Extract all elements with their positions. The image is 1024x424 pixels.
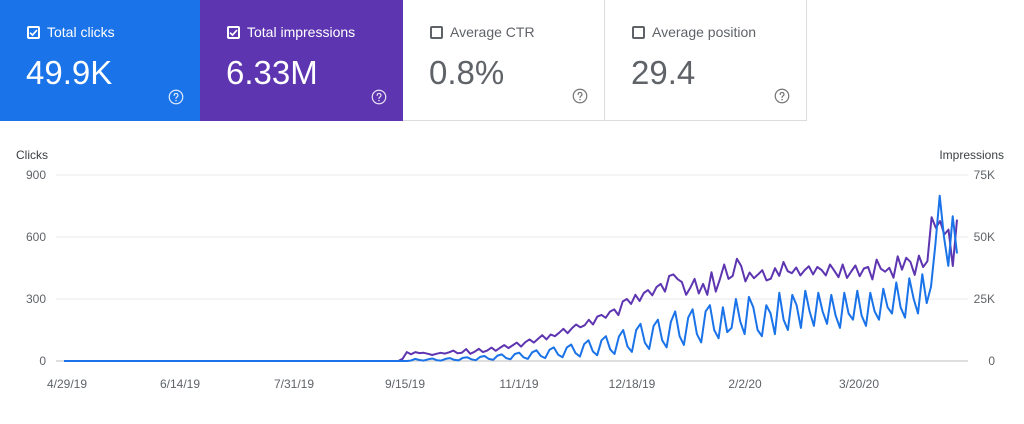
checkbox-checked-icon[interactable] bbox=[227, 26, 240, 39]
help-icon[interactable] bbox=[571, 87, 589, 105]
average-position-value: 29.4 bbox=[631, 54, 696, 91]
total-clicks-value: 49.9K bbox=[26, 54, 113, 91]
total-clicks-card[interactable]: Total clicks 49.9K bbox=[0, 0, 200, 121]
chart-grid bbox=[56, 174, 968, 362]
impressions-series-line[interactable] bbox=[64, 216, 958, 362]
x-tick-label: 7/31/19 bbox=[274, 377, 314, 391]
checkbox-unchecked-icon[interactable] bbox=[430, 26, 443, 39]
x-tick-label: 3/20/20 bbox=[839, 377, 879, 391]
right-tick-label: 25K bbox=[974, 292, 995, 306]
average-ctr-value: 0.8% bbox=[429, 54, 505, 91]
total-impressions-card[interactable]: Total impressions 6.33M bbox=[200, 0, 403, 121]
x-tick-label: 11/1/19 bbox=[499, 377, 538, 391]
right-tick-label: 75K bbox=[974, 168, 995, 182]
performance-chart: Clicks Impressions 900 75K 600 50K 300 25K 0 0 4… bbox=[0, 121, 1024, 419]
clicks-series-line[interactable] bbox=[64, 194, 958, 362]
right-axis-title: Impressions bbox=[939, 148, 1004, 162]
average-position-label: Average position bbox=[652, 24, 757, 40]
chart-lines bbox=[64, 194, 958, 362]
metric-cards: Total clicks 49.9K Total impressions 6.3… bbox=[0, 0, 1024, 121]
left-axis-title: Clicks bbox=[16, 148, 48, 162]
x-tick-label: 6/14/19 bbox=[160, 377, 200, 391]
right-tick-label: 0 bbox=[988, 354, 995, 368]
help-icon[interactable] bbox=[167, 88, 185, 106]
checkbox-checked-icon[interactable] bbox=[27, 26, 40, 39]
help-icon[interactable] bbox=[773, 87, 791, 105]
left-tick-label: 0 bbox=[39, 354, 46, 368]
help-icon[interactable] bbox=[370, 88, 388, 106]
average-ctr-label: Average CTR bbox=[450, 24, 535, 40]
left-tick-label: 600 bbox=[26, 230, 46, 244]
checkbox-unchecked-icon[interactable] bbox=[632, 26, 645, 39]
total-impressions-value: 6.33M bbox=[226, 54, 318, 91]
left-tick-label: 900 bbox=[26, 168, 46, 182]
average-ctr-card[interactable]: Average CTR 0.8% bbox=[403, 0, 605, 121]
x-tick-label: 9/15/19 bbox=[385, 377, 425, 391]
average-position-card[interactable]: Average position 29.4 bbox=[605, 0, 807, 121]
left-tick-label: 300 bbox=[26, 292, 46, 306]
x-tick-label: 4/29/19 bbox=[47, 377, 87, 391]
x-tick-label: 2/2/20 bbox=[728, 377, 762, 391]
x-tick-label: 12/18/19 bbox=[609, 377, 656, 391]
total-impressions-label: Total impressions bbox=[247, 24, 356, 40]
total-clicks-label: Total clicks bbox=[47, 24, 115, 40]
right-tick-label: 50K bbox=[974, 230, 995, 244]
